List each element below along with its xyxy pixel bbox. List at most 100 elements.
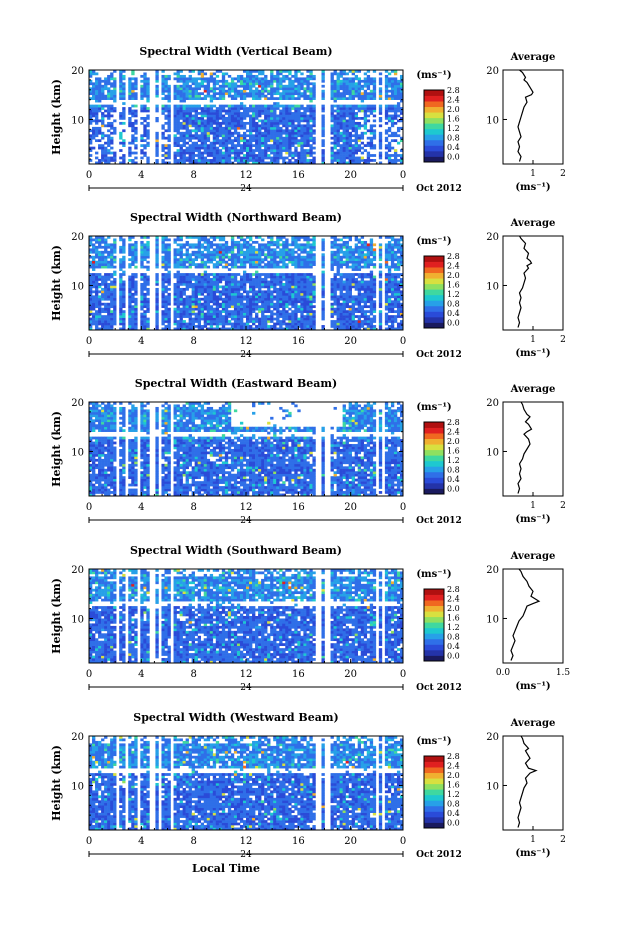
heatmap-cell <box>236 255 241 259</box>
heatmap-cell <box>206 297 211 301</box>
heatmap-cell <box>95 312 99 316</box>
heatmap-cell <box>212 320 217 323</box>
heatmap-cell <box>312 245 316 249</box>
heatmap-cell <box>95 72 99 76</box>
heatmap-cell <box>294 72 298 76</box>
heatmap-cell <box>306 84 310 88</box>
heatmap-cell <box>354 87 359 91</box>
heatmap-cell <box>221 117 226 120</box>
heatmap-cell <box>312 258 316 262</box>
heatmap-cell <box>155 243 159 247</box>
heatmap-cell <box>336 238 340 242</box>
heatmap-cell <box>194 285 198 289</box>
heatmap-cell <box>119 236 123 239</box>
heatmap-cell <box>224 307 229 311</box>
heatmap-cell <box>119 297 123 301</box>
heatmap-cell <box>155 161 159 165</box>
heatmap-cell <box>197 250 202 254</box>
heatmap-cell <box>131 114 135 118</box>
heatmap-cell <box>252 240 256 244</box>
heatmap-cell <box>354 117 359 120</box>
heatmap-cell <box>122 109 126 113</box>
heatmap-cell <box>264 104 268 108</box>
heatmap-cell <box>224 300 229 304</box>
heatmap-cell <box>134 287 138 291</box>
heatmap-cell <box>221 317 226 321</box>
heatmap-cell <box>276 263 280 266</box>
heatmap-cell <box>179 263 183 266</box>
heatmap-cell <box>246 139 250 143</box>
heatmap-cell <box>336 112 340 115</box>
heatmap-cell <box>146 89 150 93</box>
heatmap-cell <box>252 297 256 301</box>
heatmap-cell <box>345 312 349 316</box>
heatmap-cell <box>249 302 253 306</box>
heatmap-cell <box>173 87 177 91</box>
heatmap-cell <box>230 287 235 291</box>
heatmap-cell <box>107 325 111 328</box>
heatmap-cell <box>224 287 229 291</box>
heatmap-cell <box>185 273 189 276</box>
heatmap-cell <box>339 275 343 279</box>
heatmap-cell <box>282 240 286 244</box>
heatmap-cell <box>303 126 307 130</box>
heatmap-cell <box>321 77 325 81</box>
colorbar-tick-label: 2.0 <box>447 105 460 114</box>
heatmap-cell <box>230 265 235 269</box>
heatmap-cell <box>348 82 352 86</box>
heatmap-cell <box>110 243 114 247</box>
heatmap-cell <box>312 255 316 259</box>
heatmap-cell <box>164 317 168 321</box>
heatmap-cell <box>176 151 180 155</box>
heatmap-cell <box>107 94 111 98</box>
heatmap-cell <box>387 149 392 152</box>
heatmap-cell <box>212 317 217 321</box>
heatmap-cell <box>98 236 102 239</box>
heatmap-cell <box>306 136 310 140</box>
heatmap-cell <box>161 302 165 306</box>
heatmap-cell <box>221 79 226 83</box>
heatmap-cell <box>357 97 362 100</box>
heatmap-cell <box>333 310 337 313</box>
heatmap-cell <box>167 260 171 264</box>
heatmap-cell <box>309 250 313 254</box>
heatmap-cell <box>224 126 229 130</box>
heatmap-cell <box>267 139 271 143</box>
heatmap-cell <box>239 139 244 143</box>
heatmap-cell <box>246 260 250 264</box>
heatmap-cell <box>89 278 93 281</box>
heatmap-cell <box>384 70 389 73</box>
heatmap-cell <box>264 283 268 286</box>
heatmap-cell <box>101 263 105 266</box>
heatmap-cell <box>267 248 271 252</box>
heatmap-cell <box>146 243 150 247</box>
heatmap-cell <box>221 250 226 254</box>
heatmap-cell <box>113 285 117 289</box>
heatmap-cell <box>288 248 292 252</box>
heatmap-cell <box>233 146 238 150</box>
heatmap-cell <box>173 273 177 276</box>
heatmap-cell <box>107 255 111 259</box>
heatmap-cell <box>312 97 316 100</box>
heatmap-cell <box>230 236 235 239</box>
heatmap-cell <box>134 275 138 279</box>
heatmap-cell <box>288 119 292 123</box>
heatmap-cell <box>279 72 283 76</box>
heatmap-cell <box>203 300 208 304</box>
heatmap-cell <box>279 121 283 125</box>
heatmap-cell <box>188 119 192 123</box>
heatmap-cell <box>282 77 286 81</box>
heatmap-cell <box>185 119 189 123</box>
heatmap-cell <box>218 151 223 155</box>
heatmap-cell <box>357 87 362 91</box>
heatmap-cell <box>143 92 147 96</box>
heatmap-cell <box>255 317 259 321</box>
heatmap-cell <box>176 292 180 296</box>
heatmap-cell <box>224 141 229 145</box>
heatmap-cell <box>95 317 99 321</box>
heatmap-cell <box>297 273 301 276</box>
heatmap-cell <box>249 94 253 98</box>
heatmap-cell <box>179 300 183 304</box>
heatmap-cell <box>218 97 223 100</box>
heatmap-cell <box>336 92 340 96</box>
